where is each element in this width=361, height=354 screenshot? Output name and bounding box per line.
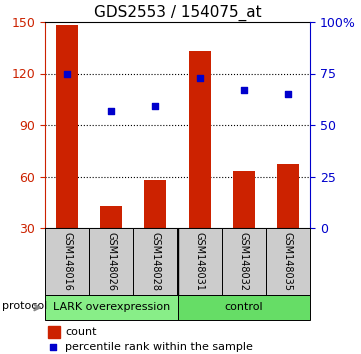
Point — [241, 87, 247, 93]
Point — [197, 75, 203, 80]
Bar — [233, 171, 255, 228]
Bar — [56, 25, 78, 228]
Text: GSM148016: GSM148016 — [62, 232, 72, 291]
Text: GSM148031: GSM148031 — [195, 232, 205, 291]
Text: count: count — [65, 327, 96, 337]
Text: percentile rank within the sample: percentile rank within the sample — [65, 342, 253, 352]
Bar — [45, 295, 178, 320]
Text: GSM148026: GSM148026 — [106, 232, 116, 291]
Point — [285, 91, 291, 97]
Bar — [133, 228, 178, 295]
Bar — [178, 295, 310, 320]
Bar — [222, 228, 266, 295]
Point — [108, 108, 114, 113]
Title: GDS2553 / 154075_at: GDS2553 / 154075_at — [94, 5, 261, 21]
Text: control: control — [225, 303, 263, 313]
Text: GSM148032: GSM148032 — [239, 232, 249, 291]
Bar — [178, 228, 222, 295]
Bar — [144, 180, 166, 228]
Bar — [89, 228, 133, 295]
Point — [64, 71, 70, 76]
Text: GSM148035: GSM148035 — [283, 232, 293, 291]
Bar — [48, 326, 60, 337]
Bar — [100, 206, 122, 228]
Bar — [188, 51, 210, 228]
Point — [153, 104, 158, 109]
Text: LARK overexpression: LARK overexpression — [53, 303, 170, 313]
Text: GSM148028: GSM148028 — [151, 232, 160, 291]
Bar — [277, 165, 299, 228]
Text: protocol: protocol — [2, 301, 48, 311]
Bar — [45, 228, 89, 295]
Point — [51, 344, 56, 350]
Bar — [266, 228, 310, 295]
